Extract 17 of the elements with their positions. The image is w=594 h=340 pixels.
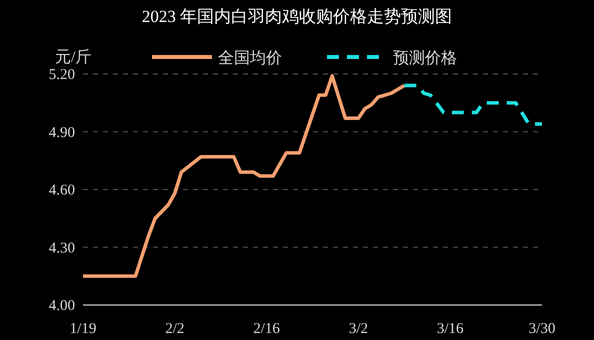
line-series — [81, 74, 406, 278]
legend-label: 预测价格 — [393, 50, 457, 67]
y-tick-label: 4.30 — [48, 240, 75, 256]
y-tick-label: 4.00 — [48, 298, 75, 314]
chart-title: 2023 年国内白羽肉鸡收购价格走势预测图 — [142, 7, 452, 26]
line-series — [402, 84, 544, 126]
x-tick-label: 2/2 — [165, 321, 184, 337]
x-tick-label: 1/19 — [70, 321, 96, 337]
x-tick-label: 3/16 — [436, 321, 464, 337]
y-tick-label: 4.90 — [48, 124, 75, 141]
y-tick-label: 4.60 — [48, 182, 75, 198]
x-tick-label: 3/2 — [348, 321, 368, 337]
x-tick-label: 2/16 — [253, 321, 280, 337]
legend-label: 全国均价 — [218, 50, 282, 67]
y-tick-label: 5.20 — [48, 67, 75, 83]
x-tick-label: 3/30 — [528, 321, 556, 337]
y-axis-title: 元/斤 — [55, 48, 92, 66]
